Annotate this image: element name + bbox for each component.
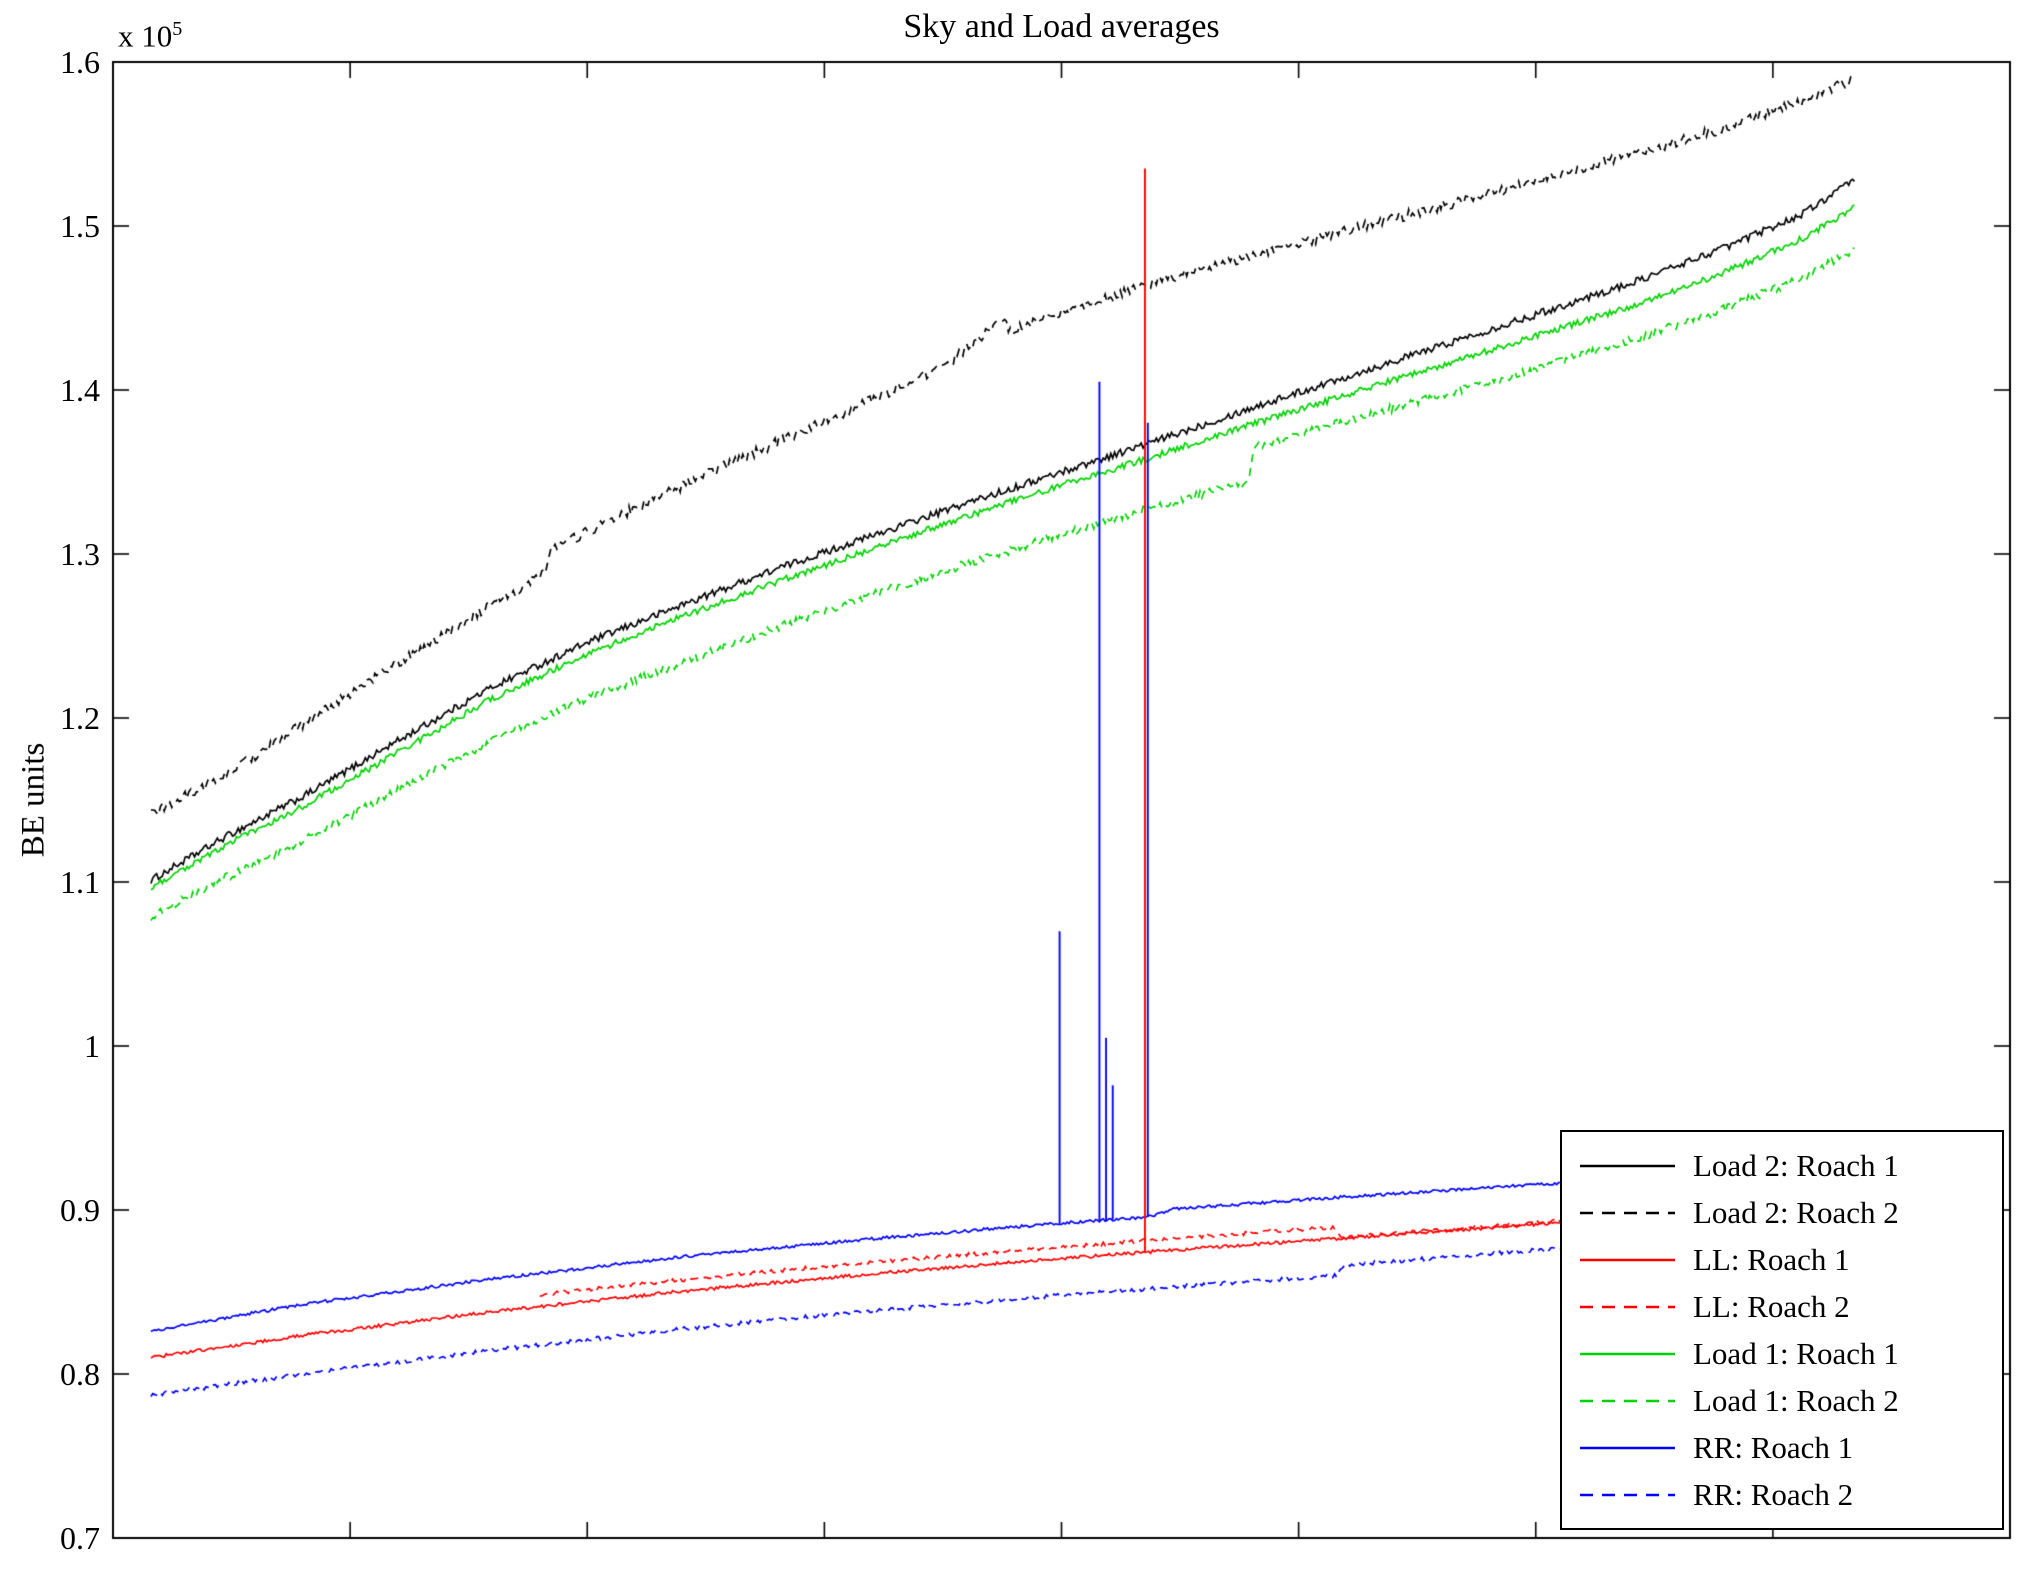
legend-line-icon (1580, 1211, 1675, 1214)
legend-label: Load 2: Roach 1 (1693, 1147, 1899, 1183)
y-tick-label: 1.5 (60, 208, 100, 244)
legend-entry: RR: Roach 1 (1562, 1424, 2002, 1471)
y-tick-label: 1 (84, 1028, 100, 1064)
legend-entry: RR: Roach 2 (1562, 1471, 2002, 1518)
y-tick-label: 0.8 (60, 1356, 100, 1392)
legend-label: LL: Roach 2 (1693, 1288, 1850, 1324)
offset-exponent: 5 (172, 18, 183, 40)
y-tick-label: 0.9 (60, 1192, 100, 1228)
legend-label: LL: Roach 1 (1693, 1241, 1850, 1277)
legend-entry: LL: Roach 2 (1562, 1283, 2002, 1330)
y-tick-label: 1.4 (60, 372, 100, 408)
legend-line-icon (1580, 1352, 1675, 1355)
legend-line-icon (1580, 1446, 1675, 1449)
legend-label: Load 1: Roach 1 (1693, 1335, 1899, 1371)
chart-title: Sky and Load averages (903, 8, 1220, 45)
legend-label: RR: Roach 2 (1693, 1476, 1854, 1512)
legend-line-icon (1580, 1164, 1675, 1167)
legend-label: Load 2: Roach 2 (1693, 1194, 1899, 1230)
legend-label: RR: Roach 1 (1693, 1429, 1854, 1465)
legend-entry: Load 2: Roach 2 (1562, 1189, 2002, 1236)
legend-entry: Load 1: Roach 1 (1562, 1330, 2002, 1377)
y-tick-label: 0.7 (60, 1520, 100, 1556)
y-tick-label: 1.3 (60, 536, 100, 572)
legend-line-icon (1580, 1305, 1675, 1308)
y-tick-label: 1.6 (60, 44, 100, 80)
legend-line-icon (1580, 1258, 1675, 1261)
legend-entry: LL: Roach 1 (1562, 1236, 2002, 1283)
y-tick-label: 1.1 (60, 864, 100, 900)
legend-line-icon (1580, 1399, 1675, 1402)
y-axis-offset-label: x 105 (118, 18, 182, 54)
legend-entry: Load 2: Roach 1 (1562, 1142, 2002, 1189)
legend-line-icon (1580, 1493, 1675, 1496)
y-axis-label: BE units (15, 742, 52, 858)
y-tick-label: 1.2 (60, 700, 100, 736)
legend: Load 2: Roach 1 Load 2: Roach 2 LL: Roac… (1560, 1130, 2004, 1530)
legend-label: Load 1: Roach 2 (1693, 1382, 1899, 1418)
offset-mantissa: x 10 (118, 18, 173, 54)
legend-entry: Load 1: Roach 2 (1562, 1377, 2002, 1424)
